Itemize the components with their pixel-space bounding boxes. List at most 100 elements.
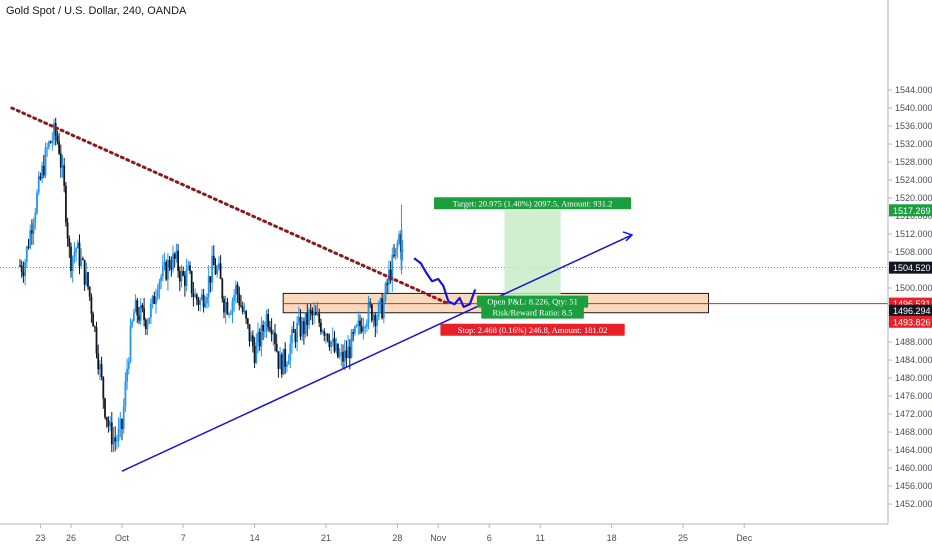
open-pl-label: Open P&L: 8.226, Qty: 51 xyxy=(487,297,578,307)
candle-body xyxy=(184,275,186,286)
candle-body xyxy=(374,315,377,327)
candle-body xyxy=(110,422,113,445)
stop-label-bg xyxy=(440,323,625,336)
candle-body xyxy=(158,281,161,291)
price-tick-label: 1484.000 xyxy=(895,355,932,365)
candle-body xyxy=(104,398,106,418)
candle-body xyxy=(36,192,38,214)
candle-body xyxy=(107,420,110,427)
candle-body xyxy=(377,303,380,319)
candle-body xyxy=(141,305,144,309)
candle-body xyxy=(153,296,156,304)
candle-body xyxy=(136,300,139,316)
candle-body xyxy=(46,147,49,149)
candle-body xyxy=(379,298,382,304)
candle-body xyxy=(39,176,42,179)
candle-body xyxy=(112,437,115,445)
candle-body xyxy=(250,335,253,342)
support-arrow-head xyxy=(622,231,634,242)
candle-body xyxy=(97,353,100,370)
candle-body xyxy=(269,327,271,330)
candle-body xyxy=(201,294,203,300)
candle-body xyxy=(93,326,96,328)
candle-body xyxy=(173,253,176,259)
position-labels: Target: 20.975 (1.40%) 2097.5, Amount: 9… xyxy=(433,197,632,336)
candle-body xyxy=(267,314,270,328)
candle-body xyxy=(207,276,210,297)
candle-body xyxy=(211,255,213,283)
target-price-badge-bg xyxy=(889,204,932,217)
price-tick-label: 1460.000 xyxy=(895,463,932,473)
trend-lines[interactable] xyxy=(10,106,888,472)
candle-body xyxy=(117,427,120,441)
candle-body xyxy=(262,324,264,331)
candle-body xyxy=(328,340,331,348)
candle-body xyxy=(303,321,305,334)
candle-body xyxy=(172,253,174,270)
stop-line-price-badge: 1496.531 xyxy=(893,299,931,309)
candle-body xyxy=(296,322,298,343)
candle-body xyxy=(391,254,394,281)
price-tick-label: 1528.000 xyxy=(895,157,932,167)
candle-body xyxy=(335,343,338,352)
stop-price-badge-bg xyxy=(889,315,932,328)
candle-body xyxy=(194,294,196,298)
candle-body xyxy=(177,250,179,272)
candle-body xyxy=(337,343,339,357)
target-price-badge: 1517.269 xyxy=(893,206,931,216)
price-axis[interactable]: 1452.000 1456.000 1460.000 1464.000 1468.000… xyxy=(887,0,932,524)
time-tick-label: 25 xyxy=(678,533,688,543)
candle-body xyxy=(331,338,334,342)
time-tick-label: 11 xyxy=(536,533,545,543)
time-tick-label: 28 xyxy=(392,533,402,543)
candle-body xyxy=(218,263,220,269)
candle-body xyxy=(306,312,309,325)
price-tick-label: 1544.000 xyxy=(895,85,932,95)
symbol-title: Gold Spot / U.S. Dollar, 240, OANDA xyxy=(6,5,187,17)
candle-body xyxy=(185,269,188,286)
candle-body xyxy=(233,294,236,302)
candle-body xyxy=(133,312,135,322)
candle-body xyxy=(371,304,373,321)
candle-body xyxy=(197,299,200,305)
candle-body xyxy=(68,238,71,247)
candle-body xyxy=(382,300,385,319)
candle-body xyxy=(364,327,366,329)
candle-body xyxy=(308,310,310,325)
candle-body xyxy=(381,298,383,319)
candle-body xyxy=(61,165,64,168)
candle-body xyxy=(229,313,232,315)
candle-body xyxy=(297,316,300,323)
candle-body xyxy=(161,265,164,277)
candle-body xyxy=(88,286,91,297)
candle-body xyxy=(99,364,101,370)
target-label-bg xyxy=(433,197,632,210)
candle-body xyxy=(178,271,181,282)
candle-body xyxy=(116,440,118,442)
candle-body xyxy=(345,350,348,359)
candle-body xyxy=(42,165,45,176)
candle-body xyxy=(138,315,140,321)
candle-body xyxy=(37,176,40,193)
candle-body xyxy=(289,343,292,361)
candle-body xyxy=(73,252,76,257)
candle-body xyxy=(325,333,327,336)
candle-body xyxy=(384,283,387,301)
candle-body xyxy=(105,417,108,421)
candle-body xyxy=(323,331,326,336)
candle-body xyxy=(70,246,72,271)
candle-body xyxy=(90,296,93,314)
candle-body xyxy=(301,321,304,337)
candle-body xyxy=(83,259,86,285)
time-axis[interactable]: 23 26 Oct 7 14 21 28 Nov 6 11 18 25 Dec xyxy=(0,523,888,543)
candle-body xyxy=(163,261,166,266)
candle-body xyxy=(333,338,336,352)
candle-body xyxy=(299,316,302,337)
candle-body xyxy=(85,272,88,285)
candle-body xyxy=(359,320,361,327)
candle-body xyxy=(160,276,162,282)
price-tick-label: 1456.000 xyxy=(895,481,932,491)
candle-body xyxy=(109,422,111,427)
